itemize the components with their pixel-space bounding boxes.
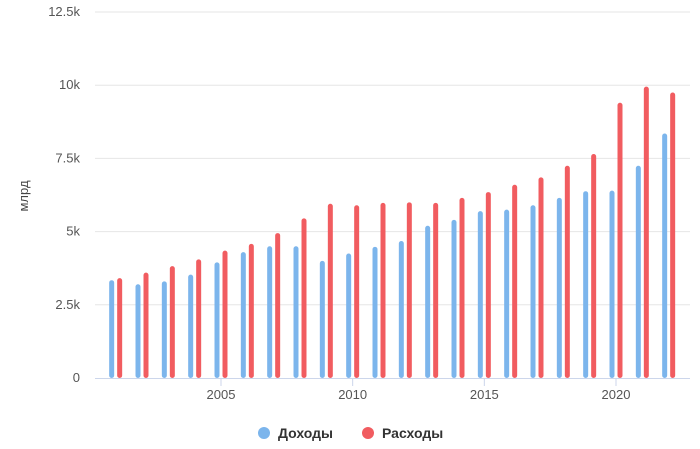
bar-dohody-2002[interactable] [135, 284, 141, 378]
legend-label: Доходы [278, 425, 333, 441]
bar-dohody-2010[interactable] [346, 253, 352, 378]
legend-label: Расходы [382, 425, 443, 441]
bar-dohody-2011[interactable] [372, 246, 378, 378]
y-tick-label: 2.5k [55, 297, 80, 312]
bar-dohody-2013[interactable] [425, 225, 431, 378]
y-axis-title: млрд [16, 180, 31, 211]
y-tick-label: 10k [59, 77, 80, 92]
bar-dohody-2021[interactable] [635, 165, 641, 378]
x-tick-label: 2015 [470, 387, 499, 402]
bar-rashody-2022[interactable] [670, 92, 676, 379]
bar-rashody-2016[interactable] [512, 184, 518, 378]
x-tick-label: 2020 [602, 387, 631, 402]
bar-dohody-2007[interactable] [267, 246, 273, 378]
bar-rashody-2017[interactable] [538, 177, 544, 378]
bar-rashody-2009[interactable] [327, 203, 333, 378]
bar-rashody-2015[interactable] [485, 192, 491, 378]
bar-rashody-2019[interactable] [591, 154, 597, 378]
bar-rashody-2005[interactable] [222, 250, 228, 378]
y-tick-label: 12.5k [48, 4, 80, 19]
bar-dohody-2018[interactable] [556, 197, 562, 378]
bar-dohody-2017[interactable] [530, 205, 536, 378]
y-axis-ticks: 0 2.5k 5k 7.5k 10k 12.5k [48, 4, 80, 385]
bar-rashody-2007[interactable] [275, 233, 281, 378]
bar-dohody-2016[interactable] [504, 209, 510, 378]
bar-rashody-2012[interactable] [406, 202, 412, 378]
bar-dohody-2020[interactable] [609, 190, 615, 378]
bar-dohody-2014[interactable] [451, 219, 457, 378]
bar-rashody-2014[interactable] [459, 197, 465, 378]
legend: Доходы Расходы [258, 425, 443, 441]
legend-marker [258, 427, 270, 439]
bar-rashody-2010[interactable] [354, 205, 360, 378]
bar-dohody-2005[interactable] [214, 262, 220, 378]
bar-rashody-2021[interactable] [643, 86, 649, 378]
x-axis-ticks: 2005 2010 2015 2020 [207, 378, 631, 402]
bar-rashody-2013[interactable] [433, 202, 439, 378]
bar-dohody-2006[interactable] [240, 252, 246, 378]
x-tick-label: 2010 [338, 387, 367, 402]
legend-marker [362, 427, 374, 439]
bar-rashody-2006[interactable] [248, 243, 254, 378]
bar-dohody-2019[interactable] [583, 191, 589, 378]
bar-dohody-2008[interactable] [293, 246, 299, 378]
bar-dohody-2022[interactable] [662, 133, 668, 378]
bar-rashody-2008[interactable] [301, 218, 307, 378]
bar-rashody-2020[interactable] [617, 102, 623, 378]
bar-rashody-2011[interactable] [380, 202, 386, 378]
bar-rashody-2004[interactable] [196, 259, 202, 378]
bar-rashody-2018[interactable] [564, 165, 570, 378]
bar-dohody-2003[interactable] [161, 281, 167, 378]
x-tick-label: 2005 [207, 387, 236, 402]
bar-dohody-2012[interactable] [398, 240, 404, 378]
bars [109, 86, 676, 379]
bar-dohody-2001[interactable] [109, 280, 115, 378]
bar-dohody-2015[interactable] [477, 211, 483, 378]
legend-item[interactable]: Доходы [258, 425, 333, 441]
y-tick-label: 0 [73, 370, 80, 385]
y-tick-label: 5k [66, 224, 80, 239]
grid-lines [95, 11, 690, 306]
bar-dohody-2009[interactable] [319, 260, 325, 378]
bar-rashody-2001[interactable] [117, 278, 123, 378]
y-tick-label: 7.5k [55, 150, 80, 165]
bar-rashody-2002[interactable] [143, 272, 149, 378]
bar-dohody-2004[interactable] [188, 274, 194, 378]
bar-rashody-2003[interactable] [169, 266, 175, 378]
legend-item[interactable]: Расходы [362, 425, 443, 441]
